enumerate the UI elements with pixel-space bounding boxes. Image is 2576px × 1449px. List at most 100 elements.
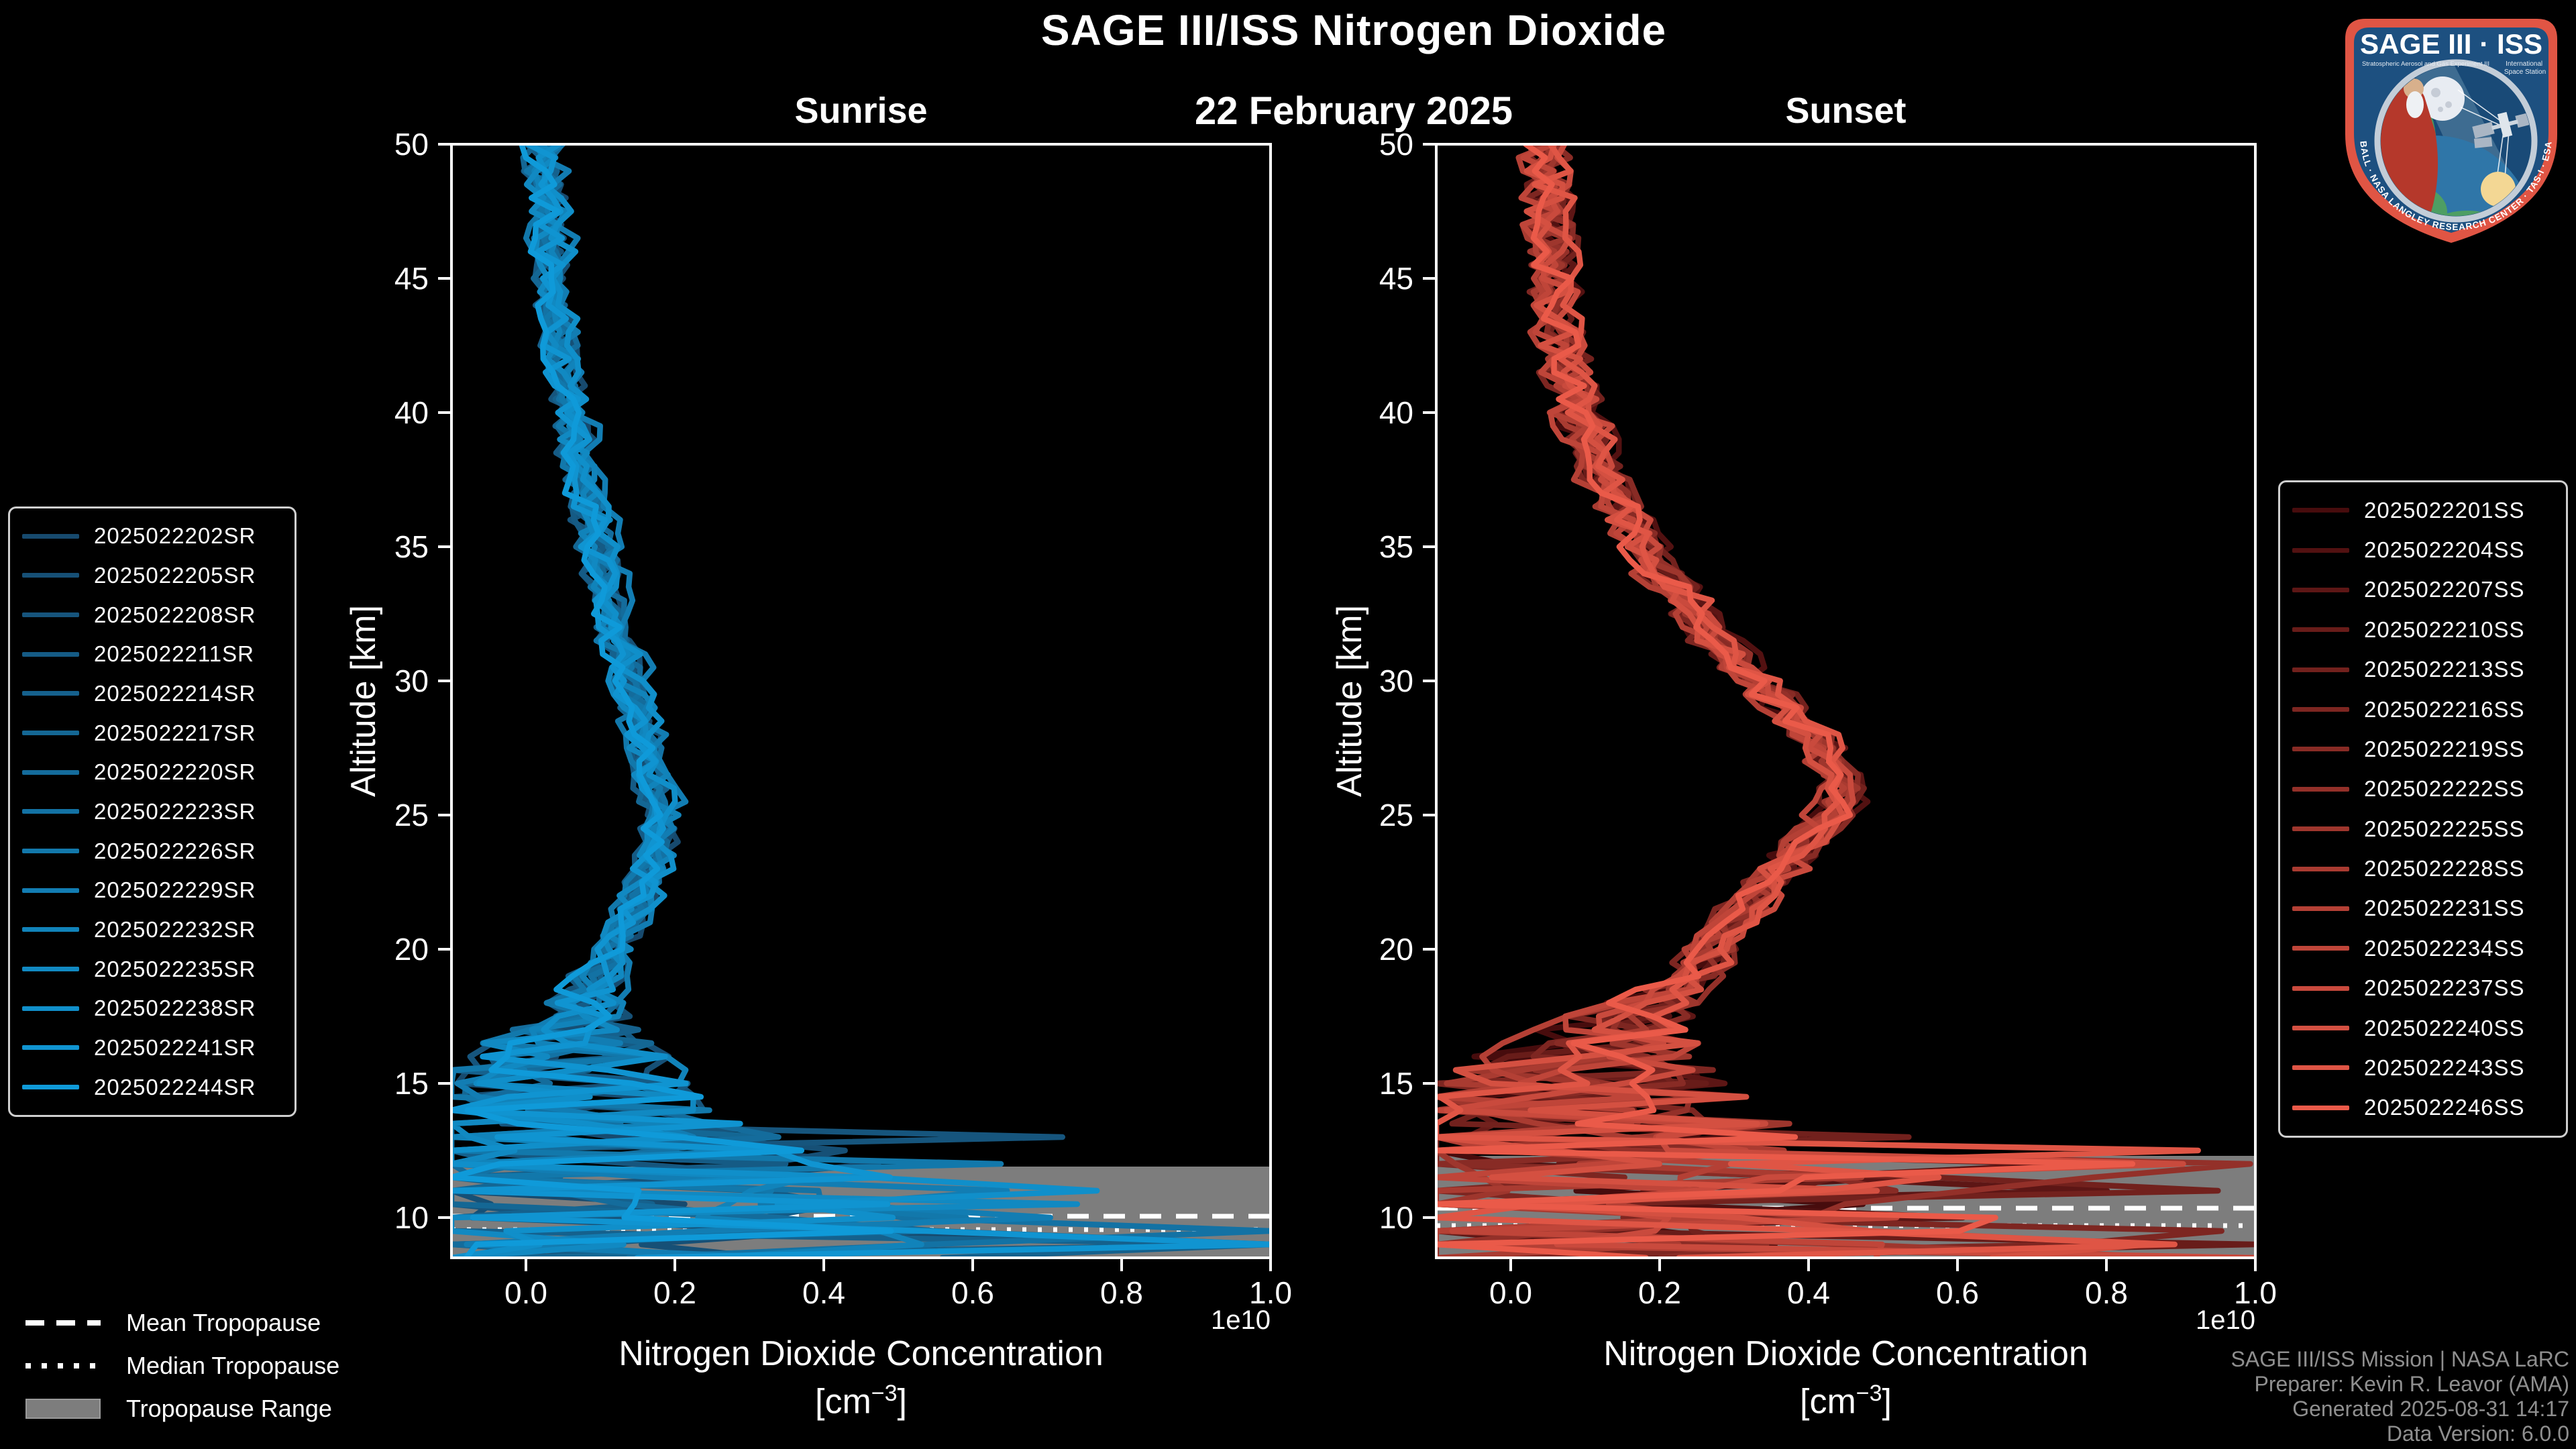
legend-line-swatch	[22, 927, 79, 932]
legend-item-2025022229SR: 2025022229SR	[22, 877, 282, 903]
y-tick-label-sunset: 25	[1379, 798, 1413, 833]
x-axis-label-sunset: Nitrogen Dioxide Concentration	[1603, 1334, 2088, 1373]
y-tick-label-sunrise: 40	[394, 395, 429, 430]
y-tick-label-sunset: 50	[1379, 127, 1413, 162]
legend-line-swatch	[22, 691, 79, 696]
profile-line-2025022238SR	[451, 144, 1100, 1258]
logo-subtitle-left: Stratospheric Aerosol and Gas Experiment…	[2362, 60, 2489, 68]
logo-subtitle-right-line2: Space Station	[2504, 68, 2546, 76]
plot-area-sunrise	[451, 144, 1271, 1258]
legend-event-id: 2025022222SS	[2364, 776, 2525, 802]
legend-event-id: 2025022246SS	[2364, 1095, 2525, 1120]
legend-event-id: 2025022210SS	[2364, 616, 2525, 642]
footer-credits: SAGE III/ISS Mission | NASA LaRC Prepare…	[2231, 1347, 2569, 1446]
legend-event-id: 2025022214SR	[94, 680, 256, 706]
legend-line-swatch	[22, 967, 79, 972]
legend-item-2025022202SR: 2025022202SR	[22, 523, 282, 549]
profile-line-2025022241SR	[451, 144, 1271, 1258]
x-axis-units-sunrise: [cm−3]	[451, 1381, 1271, 1421]
y-tick-label-sunrise: 10	[394, 1200, 429, 1235]
legend-line-swatch	[2292, 547, 2349, 553]
legend-item-2025022204SS: 2025022204SS	[2292, 537, 2554, 563]
dotted-line-swatch	[25, 1363, 101, 1368]
y-tick-label-sunset: 35	[1379, 529, 1413, 564]
legend-line-swatch	[2292, 627, 2349, 633]
y-tick-label-sunrise: 45	[394, 261, 429, 296]
legend-line-swatch	[22, 573, 79, 578]
plot-area-sunset	[1436, 144, 2255, 1258]
legend-item-2025022214SR: 2025022214SR	[22, 681, 282, 706]
legend-event-id: 2025022232SR	[94, 916, 256, 942]
sunset-events-legend: 2025022201SS 2025022204SS 2025022207SS 2025…	[2278, 480, 2568, 1138]
legend-line-swatch	[22, 1006, 79, 1011]
legend-event-id: 2025022231SS	[2364, 896, 2525, 921]
legend-line-swatch	[2292, 826, 2349, 832]
x-tick-label-sunrise: 1.0	[1249, 1275, 1292, 1310]
sunrise-panel-title: Sunrise	[794, 91, 928, 131]
gray-band-swatch	[25, 1399, 101, 1419]
x-tick-label-sunrise: 0.6	[951, 1275, 994, 1310]
logo-sightline	[2460, 107, 2503, 127]
legend-item-2025022225SS: 2025022225SS	[2292, 816, 2554, 842]
sunrise-events-legend: 2025022202SR 2025022205SR 2025022208SR 2025…	[8, 506, 297, 1117]
y-tick-label-sunrise: 30	[394, 663, 429, 698]
y-axis-label-sunrise: Altitude [km]	[344, 604, 383, 798]
logo-subtitle-right: International Space Station	[2504, 60, 2546, 76]
legend-event-id: 2025022244SR	[94, 1074, 256, 1099]
legend-line-swatch	[22, 1045, 79, 1051]
legend-item-2025022243SS: 2025022243SS	[2292, 1055, 2554, 1081]
unit-superscript: −3	[871, 1381, 898, 1406]
legend-item-2025022238SR: 2025022238SR	[22, 996, 282, 1021]
legend-event-id: 2025022207SS	[2364, 577, 2525, 602]
legend-line-swatch	[22, 809, 79, 814]
x-axis-offset-sunrise: 1e10	[1211, 1305, 1271, 1335]
legend-line-swatch	[2292, 587, 2349, 592]
legend-item-2025022223SR: 2025022223SR	[22, 799, 282, 824]
y-tick-label-sunrise: 35	[394, 529, 429, 564]
legend-line-swatch	[2292, 508, 2349, 513]
legend-event-id: 2025022208SR	[94, 602, 256, 627]
profile-line-2025022243SS	[1436, 144, 2201, 1258]
legend-line-swatch	[2292, 667, 2349, 672]
footer-mission: SAGE III/ISS Mission | NASA LaRC	[2231, 1347, 2569, 1371]
legend-item-tropopause-range: Tropopause Range	[25, 1395, 339, 1422]
y-tick-label-sunset: 40	[1379, 395, 1413, 430]
unit-suffix: ]	[897, 1382, 907, 1421]
legend-line-swatch	[2292, 1105, 2349, 1110]
legend-event-id: 2025022241SR	[94, 1034, 256, 1060]
legend-item-2025022210SS: 2025022210SS	[2292, 617, 2554, 643]
y-tick-label-sunrise: 50	[394, 127, 429, 162]
legend-event-id: 2025022220SR	[94, 759, 256, 785]
logo-title: SAGE III · ISS	[2360, 28, 2542, 60]
legend-line-swatch	[22, 769, 79, 775]
legend-item-2025022222SS: 2025022222SS	[2292, 776, 2554, 802]
legend-event-id: 2025022234SS	[2364, 935, 2525, 961]
legend-event-id: 2025022217SR	[94, 720, 256, 745]
logo-sightline	[2457, 89, 2503, 123]
legend-event-id: 2025022226SR	[94, 838, 256, 863]
legend-item-2025022217SR: 2025022217SR	[22, 720, 282, 746]
logo-moon-crater	[2438, 107, 2443, 112]
legend-event-id: 2025022205SR	[94, 562, 256, 588]
y-tick-label-sunset: 10	[1379, 1200, 1413, 1235]
plot-border-sunrise	[450, 143, 1272, 1259]
legend-item-2025022235SR: 2025022235SR	[22, 957, 282, 982]
x-axis-label-sunrise: Nitrogen Dioxide Concentration	[619, 1334, 1104, 1373]
x-tick-label-sunset: 0.2	[1638, 1275, 1681, 1310]
legend-event-id: 2025022219SS	[2364, 736, 2525, 761]
profile-line-2025022244SR	[451, 144, 894, 1258]
legend-event-id: 2025022211SR	[94, 641, 254, 667]
legend-line-swatch	[2292, 946, 2349, 951]
x-axis-units-sunset: [cm−3]	[1436, 1381, 2255, 1421]
legend-item-2025022237SS: 2025022237SS	[2292, 975, 2554, 1001]
legend-event-id: 2025022235SR	[94, 956, 256, 981]
unit-prefix: [cm	[1800, 1382, 1856, 1421]
legend-item-2025022219SS: 2025022219SS	[2292, 737, 2554, 762]
x-tick-label-sunset: 0.4	[1787, 1275, 1830, 1310]
x-tick-label-sunrise: 0.0	[504, 1275, 547, 1310]
legend-event-id: 2025022204SS	[2364, 537, 2525, 563]
legend-label: Median Tropopause	[126, 1352, 340, 1379]
legend-line-swatch	[2292, 906, 2349, 911]
